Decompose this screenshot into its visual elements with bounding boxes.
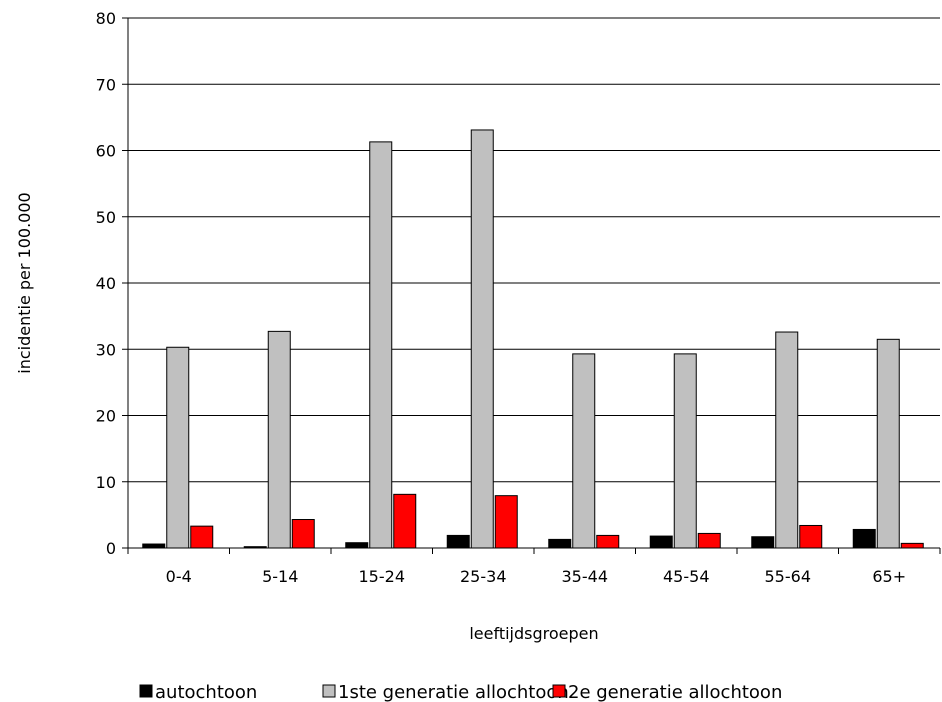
x-tick-labels: 0-4 5-14 15-24 25-34 35-44 45-54 55-64 65+ — [166, 567, 906, 586]
x-tick-label: 35-44 — [562, 567, 609, 586]
legend-item: 1ste generatie allochtoon — [322, 682, 569, 702]
bar-1ste-generatie-allochtoon-35-44 — [572, 353, 596, 549]
legend-item: 2e generatie allochtoon — [552, 682, 782, 702]
bar-2e-generatie-allochtoon-15-24 — [393, 493, 417, 549]
bar-autochtoon-25-34 — [446, 534, 470, 549]
y-tick-label: 80 — [96, 9, 116, 28]
bar-2e-generatie-allochtoon-0-4 — [190, 525, 214, 549]
legend-label: autochtoon — [155, 682, 257, 702]
bar-2e-generatie-allochtoon-5-14 — [291, 519, 315, 549]
y-tick-label: 50 — [96, 208, 116, 227]
bar-autochtoon-55-64 — [751, 536, 775, 549]
x-axis-title: leeftijdsgroepen — [469, 624, 598, 643]
bar-1ste-generatie-allochtoon-25-34 — [470, 129, 494, 549]
bar-1ste-generatie-allochtoon-15-24 — [369, 141, 393, 549]
bar-1ste-generatie-allochtoon-0-4 — [166, 346, 190, 549]
y-tick-label: 20 — [96, 407, 116, 426]
y-tick-label: 30 — [96, 340, 116, 359]
bar-autochtoon-0-4 — [142, 543, 166, 549]
bar-2e-generatie-allochtoon-45-54 — [697, 532, 721, 549]
bar-1ste-generatie-allochtoon-65+ — [876, 338, 900, 549]
bar-2e-generatie-allochtoon-25-34 — [494, 495, 518, 549]
x-tick-label: 25-34 — [460, 567, 507, 586]
bar-1ste-generatie-allochtoon-5-14 — [267, 330, 291, 549]
legend-label: 2e generatie allochtoon — [568, 682, 782, 702]
bar-1ste-generatie-allochtoon-45-54 — [673, 353, 697, 549]
gridlines — [128, 17, 940, 483]
x-tick-label: 45-54 — [663, 567, 710, 586]
bars — [142, 129, 924, 549]
x-tick-label: 0-4 — [166, 567, 192, 586]
y-axis-title: incidentie per 100.000 — [15, 192, 34, 373]
y-tick-labels: 0 10 20 30 40 50 60 70 80 — [96, 9, 116, 558]
legend-label: 1ste generatie allochtoon — [338, 682, 569, 702]
bar-2e-generatie-allochtoon-65+ — [900, 542, 924, 549]
legend-swatch — [552, 684, 566, 698]
bar-autochtoon-45-54 — [649, 535, 673, 549]
bar-1ste-generatie-allochtoon-55-64 — [775, 331, 799, 549]
legend-swatch — [322, 684, 336, 698]
legend-item: autochtoon — [139, 682, 257, 702]
bar-2e-generatie-allochtoon-35-44 — [596, 534, 620, 549]
bar-autochtoon-15-24 — [345, 542, 369, 549]
bar-autochtoon-35-44 — [548, 538, 572, 549]
legend: autochtoon 1ste generatie allochtoon 2e ge… — [139, 682, 782, 702]
y-tick-label: 0 — [106, 539, 116, 558]
legend-swatch — [139, 684, 153, 698]
y-tick-label: 70 — [96, 75, 116, 94]
x-tick-label: 55-64 — [765, 567, 812, 586]
bar-2e-generatie-allochtoon-55-64 — [799, 524, 823, 549]
y-tick-label: 40 — [96, 274, 116, 293]
y-tick-label: 10 — [96, 473, 116, 492]
x-tick-label: 15-24 — [359, 567, 406, 586]
x-tick-label: 65+ — [872, 567, 906, 586]
bar-autochtoon-65+ — [852, 528, 876, 549]
x-tick-label: 5-14 — [262, 567, 298, 586]
axes — [122, 17, 941, 554]
y-tick-label: 60 — [96, 142, 116, 161]
